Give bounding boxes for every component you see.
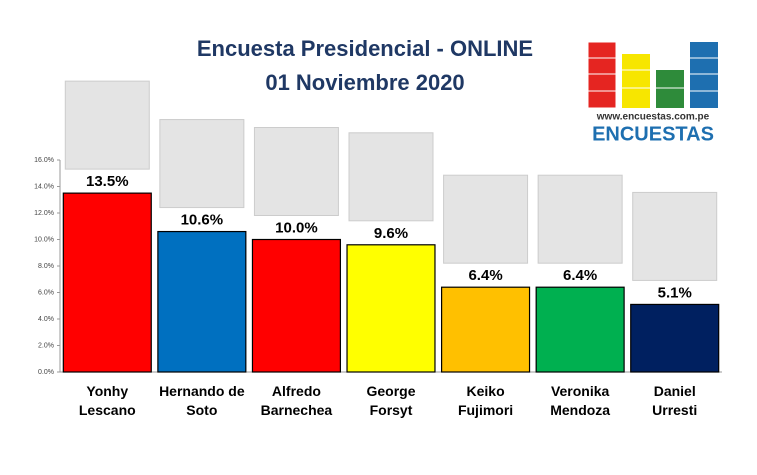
y-tick-label: 14.0%: [34, 183, 54, 190]
y-tick-label: 8.0%: [38, 263, 54, 270]
y-tick-label: 16.0%: [34, 157, 54, 164]
bar: [630, 303, 720, 373]
logo-text: ENCUESTAS: [592, 123, 714, 145]
bar: [157, 230, 247, 373]
candidate-photo: [632, 191, 718, 281]
value-label: 9.6%: [374, 225, 408, 242]
value-label: 13.5%: [86, 173, 129, 190]
bar: [535, 286, 625, 373]
x-tick-label: Hernando de Soto: [159, 383, 245, 418]
chart-subtitle: 01 Noviembre 2020: [265, 70, 464, 95]
value-label: 10.6%: [181, 212, 224, 229]
y-tick-label: 6.0%: [38, 289, 54, 296]
x-tick-label: Veronika Mendoza: [550, 383, 610, 418]
logo-url: www.encuestas.com.pe: [596, 112, 710, 123]
y-tick-label: 0.0%: [38, 369, 54, 376]
x-tick-label: Yonhy Lescano: [79, 383, 136, 418]
x-tick-label: Daniel Urresti: [652, 383, 697, 418]
x-tick-label: Alfredo Barnechea: [261, 383, 333, 418]
bar: [440, 286, 531, 373]
x-tick-label: George Forsyt: [366, 383, 415, 418]
y-tick-label: 2.0%: [38, 342, 54, 349]
candidate-photo: [537, 174, 623, 264]
bar: [346, 244, 436, 373]
candidate-photo: [348, 132, 434, 222]
y-tick-label: 12.0%: [34, 210, 54, 217]
x-tick-label: Keiko Fujimori: [458, 383, 513, 418]
value-label: 6.4%: [563, 267, 597, 284]
y-tick-label: 10.0%: [34, 236, 54, 243]
bar: [62, 192, 152, 373]
bar: [251, 238, 342, 373]
value-label: 6.4%: [468, 267, 502, 284]
y-tick-label: 4.0%: [38, 316, 54, 323]
chart-title: Encuesta Presidencial - ONLINE: [197, 36, 533, 61]
candidate-photo: [159, 119, 245, 209]
candidate-photo: [253, 127, 339, 216]
value-label: 5.1%: [658, 284, 692, 301]
value-label: 10.0%: [275, 219, 318, 236]
candidate-photo: [64, 80, 150, 170]
logo: www.encuestas.com.pe ENCUESTAS: [587, 41, 718, 145]
candidate-photo: [443, 174, 529, 264]
